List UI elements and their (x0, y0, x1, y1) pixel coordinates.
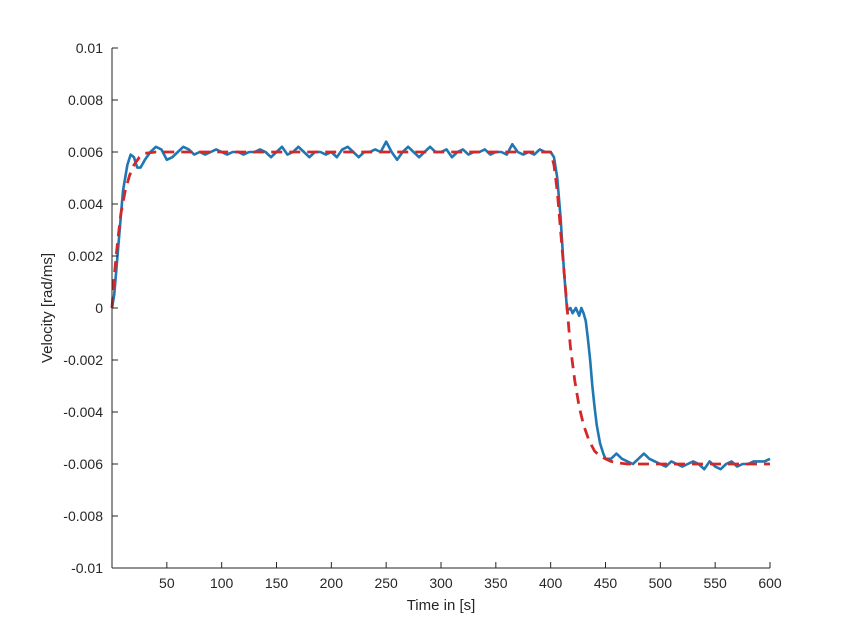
y-tick-label: 0 (95, 300, 103, 316)
x-tick-label: 500 (649, 575, 673, 591)
y-tick-label: -0.002 (63, 352, 103, 368)
measured-series-line (110, 140, 771, 471)
y-axis-label: Velocity [rad/ms] (39, 253, 56, 363)
x-tick-label: 50 (159, 575, 175, 591)
y-tick-label: -0.006 (63, 456, 103, 472)
y-ticks: -0.01 -0.008 -0.006 -0.004 -0.002 0 0.002 0.004… (63, 40, 118, 576)
plot-area (110, 140, 771, 471)
y-tick-label: -0.01 (71, 560, 103, 576)
x-tick-label: 150 (265, 575, 289, 591)
x-tick-label: 450 (594, 575, 618, 591)
y-tick-label: -0.008 (63, 508, 103, 524)
x-tick-label: 300 (429, 575, 453, 591)
y-tick-label: 0.002 (68, 248, 103, 264)
x-tick-label: 250 (374, 575, 398, 591)
x-tick-label: 550 (703, 575, 727, 591)
y-tick-label: 0.004 (68, 196, 103, 212)
y-tick-label: 0.01 (76, 40, 103, 56)
y-tick-label: -0.004 (63, 404, 103, 420)
x-tick-label: 100 (210, 575, 234, 591)
x-tick-label: 600 (758, 575, 782, 591)
y-tick-label: 0.006 (68, 144, 103, 160)
y-tick-label: 0.008 (68, 92, 103, 108)
x-tick-label: 200 (320, 575, 344, 591)
x-tick-label: 350 (484, 575, 508, 591)
x-ticks: 50 100 150 200 250 300 350 400 450 500 550 600 (159, 562, 782, 591)
x-tick-label: 400 (539, 575, 563, 591)
x-axis-label: Time in [s] (407, 597, 476, 614)
reference-series-line (110, 150, 770, 466)
